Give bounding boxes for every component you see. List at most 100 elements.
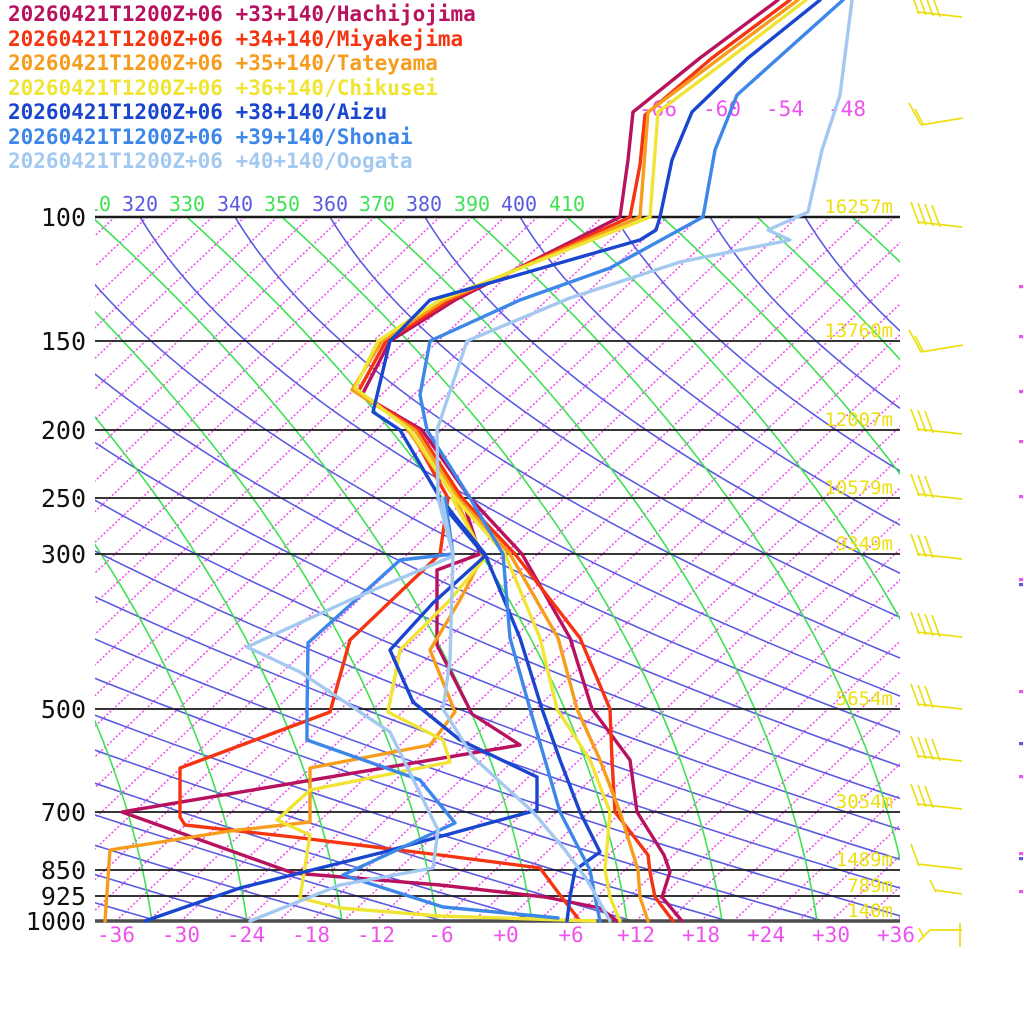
dry-adiabat-line [614,217,900,472]
height-label: 5654m [836,688,893,710]
wind-barb-stroke [910,611,920,635]
wind-barb-stroke [924,203,934,227]
wind-barb-stroke [917,736,927,760]
moist-adiabat-line [95,719,153,921]
pressure-axis-label: 700 [41,798,86,827]
edge-clip-mark [1019,495,1023,499]
wind-barb-stroke [916,428,963,435]
pressure-axis-label: 100 [41,203,86,232]
isotherm-line [472,517,900,921]
dry-adiabat-line [519,217,900,526]
isotherm-line [212,272,900,921]
legend-entry-tateyama: 20260421T1200Z+06 +35+140/Tateyama [8,51,438,75]
dry-adiabat-line [329,217,900,619]
edge-clip-mark [1019,890,1023,894]
edge-clip-mark [1019,440,1023,444]
dry-adiabat-line [139,217,900,697]
edge-clip-mark [1019,857,1023,861]
wind-barb-stroke [914,108,924,125]
isotherm-line [95,217,181,299]
wind-barb-stroke [910,843,920,867]
dry-adiabat-line [95,677,824,921]
theta-axis-label: 390 [454,192,490,216]
theta-axis-label: 360 [312,192,348,216]
edge-clip-mark [1019,335,1023,339]
dry-adiabat-line [95,814,444,921]
wind-barb-stroke [910,201,920,225]
wind-barb [910,611,963,638]
wind-barb-stroke [917,202,927,226]
isotherm-line [95,217,571,666]
edge-clip-mark [1019,742,1023,746]
wind-barb-stroke [916,221,963,228]
wind-barb-stroke [917,684,927,708]
isotherm-line [95,217,603,697]
height-label: 16257m [824,196,893,218]
edge-clip-mark [1019,852,1023,856]
wind-barb-stroke [916,703,963,710]
edge-clip-mark [1019,690,1023,694]
isotherm-line [95,217,701,789]
wind-barb-stroke [916,803,963,810]
legend-entry-chikusei: 20260421T1200Z+06 +36+140/Chikusei [8,75,438,100]
isotherm-line [407,456,900,921]
sounding-temperature-line [356,0,792,923]
wind-barb-stroke [916,863,963,870]
wind-barb-stroke [916,631,963,638]
edge-clip-mark [1019,578,1023,582]
wind-barb-stroke [917,612,927,636]
edge-clip-mark [1019,285,1023,289]
wind-barb-stroke [924,410,934,434]
wind-barb-stroke [910,473,920,497]
sounding-dewpoint-line [245,496,455,923]
wind-barb [908,102,964,126]
theta-axis-label: 380 [406,192,442,216]
height-label: 9349m [836,533,893,555]
wind-barb-stroke [916,553,963,560]
edge-clip-mark [1019,390,1023,394]
isotherm-line [310,364,900,921]
edge-clip-mark [1019,583,1023,587]
pressure-axis-label: 500 [41,695,86,724]
wind-barb-stroke [917,534,927,558]
wind-barb-stroke [931,614,941,638]
isotherm-line [95,217,668,758]
legend-entry-miyakejima: 20260421T1200Z+06 +34+140/Miyakejima [8,26,464,51]
theta-axis-label: 350 [264,192,300,216]
isotherm-line [95,217,246,360]
pressure-axis-label: 925 [41,882,86,911]
sounding-dewpoint-line [120,428,619,923]
wind-barb-stroke [926,0,934,17]
temp-axis-label: +6 [558,923,583,947]
moist-adiabat-line [661,217,900,476]
wind-barb [917,927,962,943]
moist-adiabat-line [281,217,723,921]
temp-axis-label: -12 [357,923,395,947]
wind-barb-stroke [924,785,934,809]
dry-adiabat-line [95,595,900,889]
moist-adiabat-line [756,217,900,361]
dry-adiabat-line [234,217,900,659]
moist-adiabat-line [95,310,438,921]
height-label: 140m [847,900,893,922]
moist-adiabat-line [95,218,533,921]
sounding-dewpoint-line [143,496,539,923]
isotherm-line [95,217,733,820]
wind-barb-stroke [910,533,920,557]
height-label: 13760m [824,320,893,342]
wind-barb-stroke [933,889,963,895]
isotherm-line [95,217,636,728]
wind-barb-stroke [910,783,920,807]
temp-axis-label: +24 [747,923,785,947]
theta-axis-label: 340 [217,192,253,216]
pressure-axis-label: 200 [41,416,86,445]
isotherm-line [115,217,863,921]
wind-barb-stroke [916,11,963,18]
background-grid [95,217,900,921]
legend-entry-shonai: 20260421T1200Z+06 +39+140/Shonai [8,124,413,149]
legend: 20260421T1200Z+06 +33+140/Hachijojima 202… [8,2,476,174]
wind-barb [913,0,963,18]
dry-adiabat-line [95,373,900,767]
isotherm-line [765,793,900,921]
wind-barb [929,879,963,895]
